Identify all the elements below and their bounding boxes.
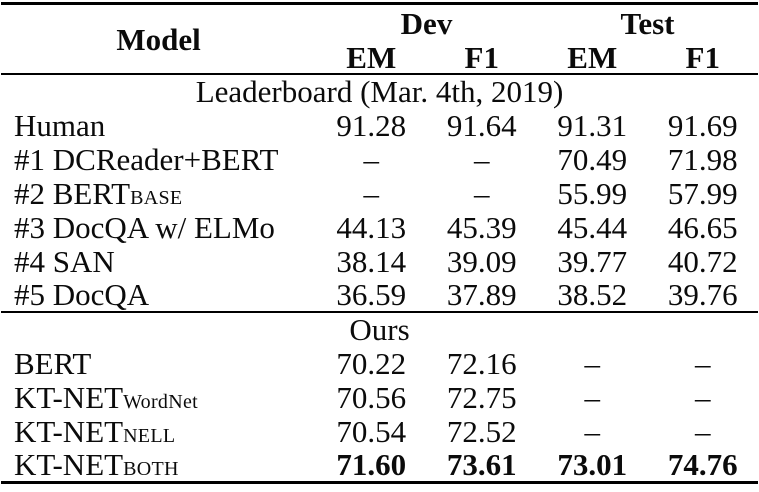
model-name: #2 BERT <box>14 175 131 211</box>
model-name: #1 DCReader+BERT <box>14 141 279 177</box>
model-name: Human <box>14 107 106 143</box>
model-name: BERT <box>14 345 92 381</box>
model-subscript: BASE <box>130 186 183 209</box>
value-cell: 70.56 <box>336 379 407 415</box>
col-header-test-f1: F1 <box>685 40 720 75</box>
model-name-cell: KT-NETNELL <box>1 414 316 448</box>
value-cell: 91.31 <box>557 107 628 143</box>
table-row: KT-NETBOTH 71.60 73.61 73.01 74.76 <box>1 448 758 482</box>
section-header-row: Ours <box>1 312 759 347</box>
model-name-cell: KT-NETBOTH <box>1 448 316 482</box>
value-cell: 91.64 <box>446 107 517 143</box>
value-cell: – <box>695 379 711 415</box>
model-name-cell: BERT <box>1 346 316 380</box>
model-name-cell: Human <box>1 108 316 142</box>
value-cell: 71.60 <box>336 446 407 482</box>
model-name-cell: #5 DocQA <box>1 278 316 312</box>
col-group-dev: Dev <box>400 6 453 41</box>
col-header-test-em: EM <box>567 40 618 75</box>
value-cell: 45.39 <box>446 209 517 245</box>
model-name-cell: #3 DocQA w/ ELMo <box>1 210 316 244</box>
value-cell: 39.09 <box>446 243 517 279</box>
section-header-row: Leaderboard (Mar. 4th, 2019) <box>1 74 758 108</box>
value-cell: 91.28 <box>336 107 407 143</box>
value-cell: 70.54 <box>336 413 407 449</box>
value-cell: 72.52 <box>446 413 517 449</box>
model-subscript: WordNet <box>123 390 198 413</box>
value-cell: 72.75 <box>446 379 517 415</box>
model-subscript: NELL <box>123 424 176 447</box>
col-group-test: Test <box>620 6 675 41</box>
col-header-dev-em: EM <box>346 40 397 75</box>
value-cell: 38.52 <box>557 277 628 312</box>
table-row: #2 BERTBASE – – 55.99 57.99 <box>1 176 758 210</box>
value-cell: 45.44 <box>557 209 628 245</box>
value-cell: – <box>584 413 601 449</box>
value-cell: 36.59 <box>336 277 407 312</box>
value-cell: – <box>363 141 380 177</box>
value-cell: 72.16 <box>446 345 517 381</box>
value-cell: 91.69 <box>667 107 738 143</box>
table-row: #4 SAN 38.14 39.09 39.77 40.72 <box>1 244 758 278</box>
results-table: Model Dev Test EM F1 EM F1 Leaderboard (… <box>1 2 759 484</box>
value-cell: 40.72 <box>667 243 738 279</box>
header-group-row: Model Dev Test <box>1 4 758 54</box>
model-name: #4 SAN <box>14 243 115 279</box>
col-header-dev-f1: F1 <box>464 40 499 75</box>
results-table-body: Leaderboard (Mar. 4th, 2019) Human 91.28 91… <box>1 74 759 482</box>
value-cell: 71.98 <box>667 141 738 177</box>
value-cell: 57.99 <box>667 175 738 211</box>
model-name: #3 DocQA w/ ELMo <box>14 209 275 245</box>
value-cell: 73.61 <box>446 446 517 482</box>
table-row: Human 91.28 91.64 91.31 91.69 <box>1 108 758 142</box>
value-cell: 73.01 <box>557 446 628 482</box>
table-row: BERT 70.22 72.16 – – <box>1 346 758 380</box>
value-cell: – <box>695 345 711 381</box>
model-name-cell: KT-NETWordNet <box>1 380 316 414</box>
value-cell: 55.99 <box>557 175 628 211</box>
value-cell: – <box>474 175 490 211</box>
value-cell: 46.65 <box>667 209 738 245</box>
value-cell: – <box>584 379 601 415</box>
model-name: KT-NET <box>14 446 124 482</box>
value-cell: 44.13 <box>336 209 407 245</box>
value-cell: 70.22 <box>336 345 407 381</box>
value-cell: 70.49 <box>557 141 628 177</box>
value-cell: – <box>695 413 711 449</box>
value-cell: 39.76 <box>667 277 738 312</box>
col-header-model: Model <box>116 21 201 57</box>
value-cell: 74.76 <box>667 446 738 482</box>
section-title: Leaderboard (Mar. 4th, 2019) <box>195 74 564 109</box>
section-title: Ours <box>349 312 410 347</box>
model-name-cell: #2 BERTBASE <box>1 176 316 210</box>
table-row: #1 DCReader+BERT – – 70.49 71.98 <box>1 142 758 176</box>
model-name: #5 DocQA <box>14 277 150 312</box>
header-subcol-row: EM F1 EM F1 <box>1 42 758 74</box>
table-row: KT-NETWordNet 70.56 72.75 – – <box>1 380 758 414</box>
table-row: KT-NETNELL 70.54 72.52 – – <box>1 414 758 448</box>
model-name-cell: #4 SAN <box>1 244 316 278</box>
value-cell: 39.77 <box>557 243 628 279</box>
table-header: Model Dev Test EM F1 EM F1 <box>1 4 759 74</box>
value-cell: – <box>584 345 601 381</box>
value-cell: – <box>474 141 490 177</box>
model-name-cell: #1 DCReader+BERT <box>1 142 316 176</box>
table-row: #3 DocQA w/ ELMo 44.13 45.39 45.44 46.65 <box>1 210 758 244</box>
table-row: #5 DocQA 36.59 37.89 38.52 39.76 <box>1 278 758 312</box>
value-cell: 38.14 <box>336 243 407 279</box>
model-subscript: BOTH <box>123 457 179 480</box>
model-name: KT-NET <box>14 413 124 449</box>
model-name: KT-NET <box>14 379 124 415</box>
value-cell: 37.89 <box>446 277 517 312</box>
value-cell: – <box>363 175 380 211</box>
